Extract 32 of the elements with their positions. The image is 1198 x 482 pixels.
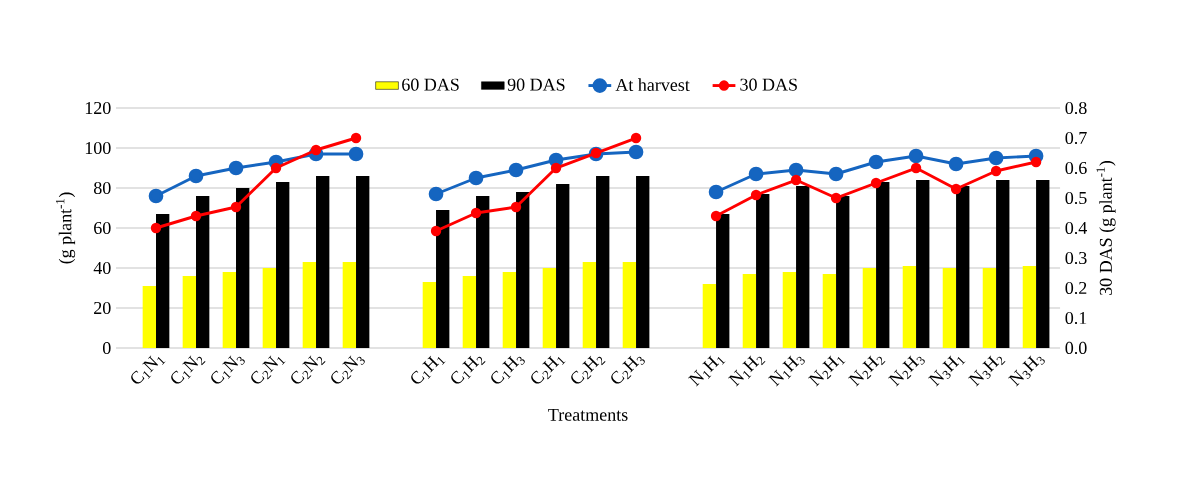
x-tick-label: C$_{1}$H$_{1}$	[411, 355, 446, 384]
y2-tick-label: 0.0	[1065, 341, 1087, 355]
y2-tick-label: 0.3	[1065, 251, 1087, 265]
y-tick-label: 120	[85, 101, 111, 115]
legend-label: 90 DAS	[507, 78, 565, 91]
y2-tick-label: 0.2	[1065, 281, 1087, 295]
x-tick-label: C$_{1}$H$_{3}$	[491, 355, 525, 384]
x-tick-label: C$_{2}$H$_{3}$	[611, 355, 645, 384]
y-tick-label: 40	[93, 261, 111, 275]
legend-label: At harvest	[615, 78, 690, 91]
x-tick-label: C$_{2}$N$_{1}$	[251, 355, 286, 384]
y-axis-title: (g plant$^{-1}$)	[55, 192, 76, 264]
y2-tick-label: 0.6	[1065, 161, 1087, 175]
y-tick-label: 60	[94, 221, 111, 235]
y-tick-label: 20	[94, 301, 111, 315]
y-tick-label: 100	[85, 141, 111, 155]
y-tick-label: 0	[102, 341, 111, 355]
y2-tick-label: 0.1	[1065, 311, 1087, 325]
y2-tick-label: 0.8	[1065, 101, 1087, 115]
x-tick-label: C$_{2}$H$_{1}$	[531, 355, 566, 384]
y2-tick-label: 0.5	[1065, 191, 1087, 205]
y2-axis-title: 30 DAS (g plant$^{-1}$)	[1096, 160, 1116, 295]
x-tick-label: C$_{1}$H$_{2}$	[451, 355, 486, 384]
x-tick-label: C$_{2}$H$_{2}$	[571, 355, 606, 384]
x-tick-label: C$_{2}$N$_{2}$	[291, 355, 326, 384]
x-axis-title: Treatments	[548, 408, 628, 421]
y2-tick-label: 0.4	[1065, 221, 1088, 235]
y-tick-label: 80	[93, 181, 111, 195]
legend-label: 60 DAS	[402, 78, 459, 91]
x-tick-label: C$_{2}$N$_{3}$	[331, 355, 365, 384]
y2-tick-label: 0.7	[1065, 131, 1087, 145]
legend-label: 30 DAS	[740, 78, 797, 91]
